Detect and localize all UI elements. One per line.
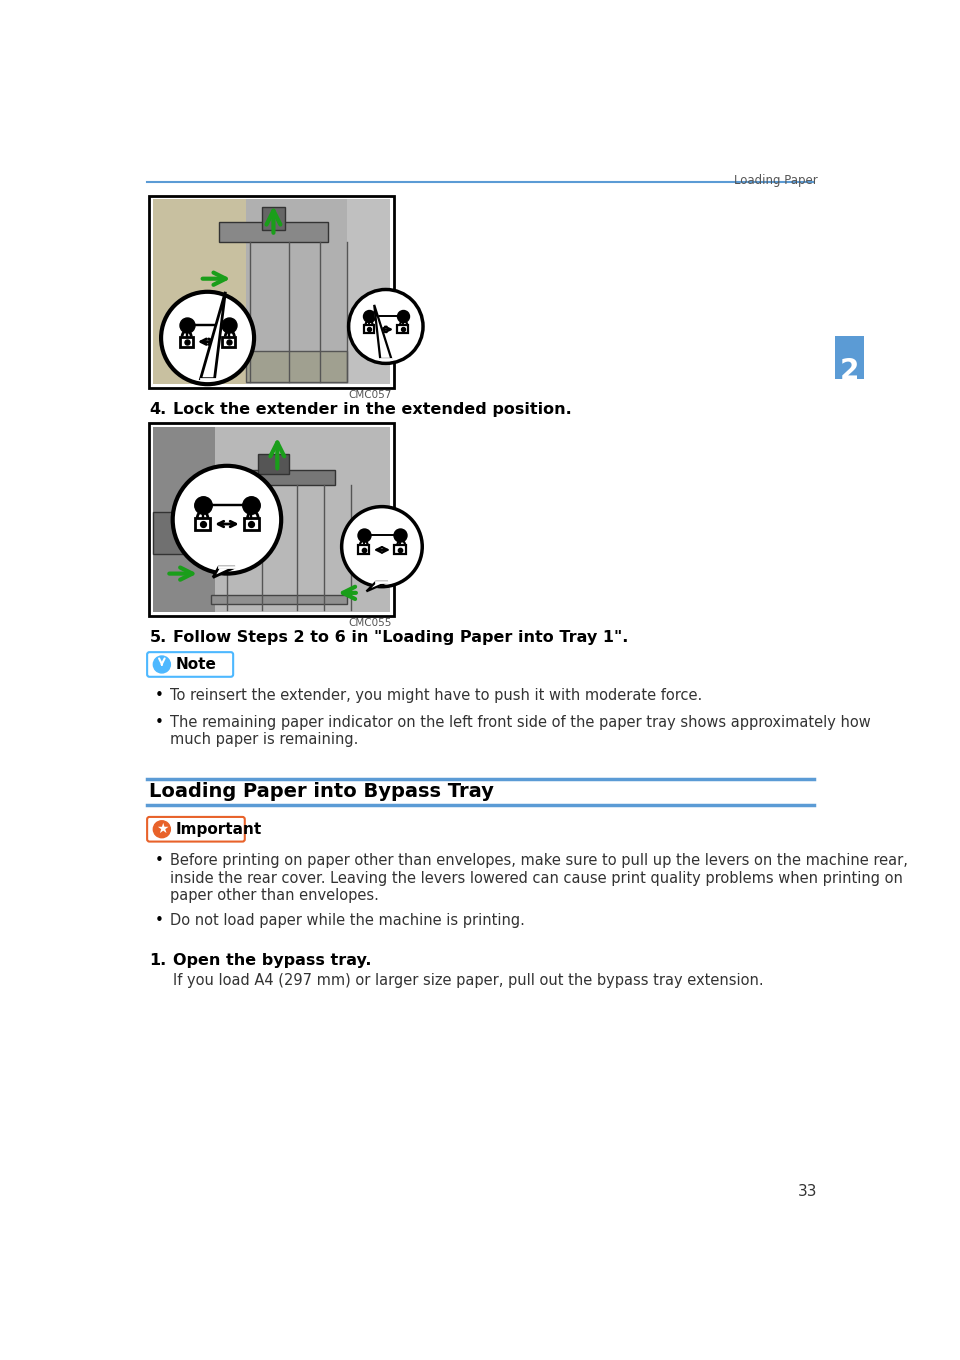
Text: •: • (155, 688, 163, 703)
Bar (154, 511, 196, 555)
Bar (244, 518, 259, 530)
Bar (247, 351, 348, 382)
Bar (150, 423, 394, 616)
Text: •: • (155, 714, 163, 729)
Circle shape (348, 290, 423, 363)
Circle shape (342, 507, 422, 586)
Bar (834, 336, 864, 379)
Text: Open the bypass tray.: Open the bypass tray. (173, 953, 372, 968)
Text: 2: 2 (840, 358, 859, 385)
Text: If you load A4 (297 mm) or larger size paper, pull out the bypass tray extension: If you load A4 (297 mm) or larger size p… (173, 974, 763, 989)
Text: 1.: 1. (150, 953, 167, 968)
Circle shape (154, 656, 170, 673)
Text: Note: Note (176, 657, 217, 672)
Bar (397, 325, 408, 333)
Text: ★: ★ (156, 823, 168, 836)
Text: Important: Important (176, 821, 262, 836)
Bar (258, 454, 289, 473)
Bar (364, 325, 374, 333)
Text: To reinsert the extender, you might have to push it with moderate force.: To reinsert the extender, you might have… (170, 688, 703, 703)
Text: Loading Paper into Bypass Tray: Loading Paper into Bypass Tray (150, 782, 494, 801)
Bar (154, 200, 247, 384)
Text: Do not load paper while the machine is printing.: Do not load paper while the machine is p… (170, 913, 525, 928)
Circle shape (173, 466, 281, 574)
Bar (211, 596, 348, 604)
Text: Follow Steps 2 to 6 in "Loading Paper into Tray 1".: Follow Steps 2 to 6 in "Loading Paper in… (173, 630, 628, 645)
Bar (358, 545, 370, 555)
Polygon shape (374, 305, 392, 359)
FancyBboxPatch shape (147, 817, 245, 842)
Circle shape (154, 821, 170, 838)
Bar (395, 545, 406, 555)
Circle shape (161, 292, 254, 384)
Bar (154, 427, 390, 612)
Bar (154, 427, 215, 612)
Polygon shape (213, 567, 235, 578)
Bar (195, 518, 210, 530)
Text: Lock the extender in the extended position.: Lock the extender in the extended positi… (173, 403, 571, 418)
Bar (247, 200, 348, 384)
Bar (180, 337, 193, 347)
Text: CMC055: CMC055 (348, 617, 392, 627)
Polygon shape (201, 292, 226, 378)
Text: CMC057: CMC057 (348, 389, 392, 400)
Bar (222, 337, 235, 347)
Bar (348, 200, 390, 384)
Text: Before printing on paper other than envelopes, make sure to pull up the levers o: Before printing on paper other than enve… (170, 853, 908, 903)
Text: 33: 33 (798, 1183, 818, 1200)
Text: Loading Paper: Loading Paper (733, 174, 818, 186)
Text: •: • (155, 853, 163, 868)
Text: •: • (155, 913, 163, 928)
Bar (219, 223, 327, 242)
Bar (262, 207, 285, 230)
Text: 4.: 4. (150, 403, 167, 418)
Bar (211, 469, 335, 486)
FancyBboxPatch shape (147, 653, 233, 677)
Text: The remaining paper indicator on the left front side of the paper tray shows app: The remaining paper indicator on the lef… (170, 714, 871, 747)
Text: 5.: 5. (150, 630, 167, 645)
Polygon shape (367, 582, 388, 592)
Bar (150, 196, 394, 388)
